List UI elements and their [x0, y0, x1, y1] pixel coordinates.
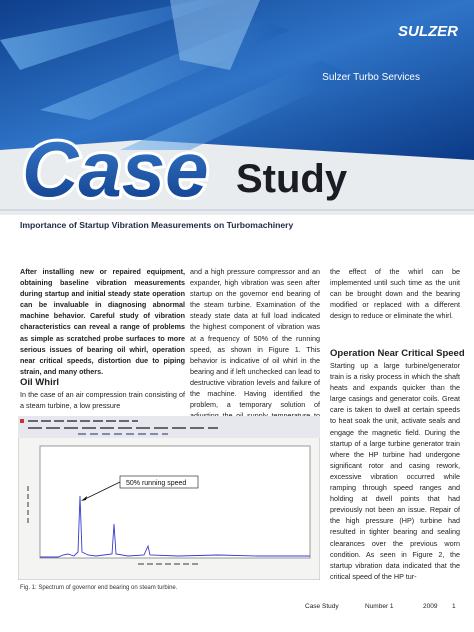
annotation-arrow: [82, 481, 121, 501]
footer-label: Case Study: [305, 603, 339, 610]
footer-number: Number 1: [365, 603, 394, 610]
paragraph: the effect of the whirl can be implement…: [330, 267, 460, 321]
case: Case: [22, 125, 208, 213]
annotation: 50% running speed: [126, 480, 186, 487]
spectrum: [40, 495, 310, 558]
paragraph: and a high pressure compressor and an ex…: [190, 267, 320, 431]
blade: [120, 60, 350, 150]
icon: [20, 419, 24, 423]
blade: [0, 0, 230, 70]
header-graphic: SULZER Sulzer Turbo Services Case Case S…: [0, 0, 474, 215]
turbine-image: [0, 0, 474, 160]
division: Sulzer Turbo Services: [322, 72, 420, 83]
intro: After installing new or repaired equipme…: [20, 267, 185, 376]
case-outline: Case: [22, 125, 208, 213]
figure-toolbar: [18, 416, 320, 438]
footer-page: 1: [452, 603, 456, 610]
study: Study: [236, 157, 348, 201]
section-heading: Oil Whirl: [20, 377, 60, 388]
plot-area: [39, 445, 311, 559]
blade: [170, 0, 260, 70]
paragraph: In the case of an air compression train …: [20, 390, 185, 411]
figure: 50% running speed: [18, 416, 320, 580]
arrow-head: [81, 496, 87, 501]
logo: SULZER: [398, 23, 458, 40]
footer-year: 2009: [423, 603, 438, 610]
section-heading: Operation Near Critical Speed: [330, 348, 465, 359]
figure-caption: Fig. 1: Spectrum of governor end bearing…: [20, 585, 178, 591]
paragraph: Starting up a large turbine/generator tr…: [330, 361, 460, 581]
article-title: Importance of Startup Vibration Measurem…: [20, 220, 294, 230]
